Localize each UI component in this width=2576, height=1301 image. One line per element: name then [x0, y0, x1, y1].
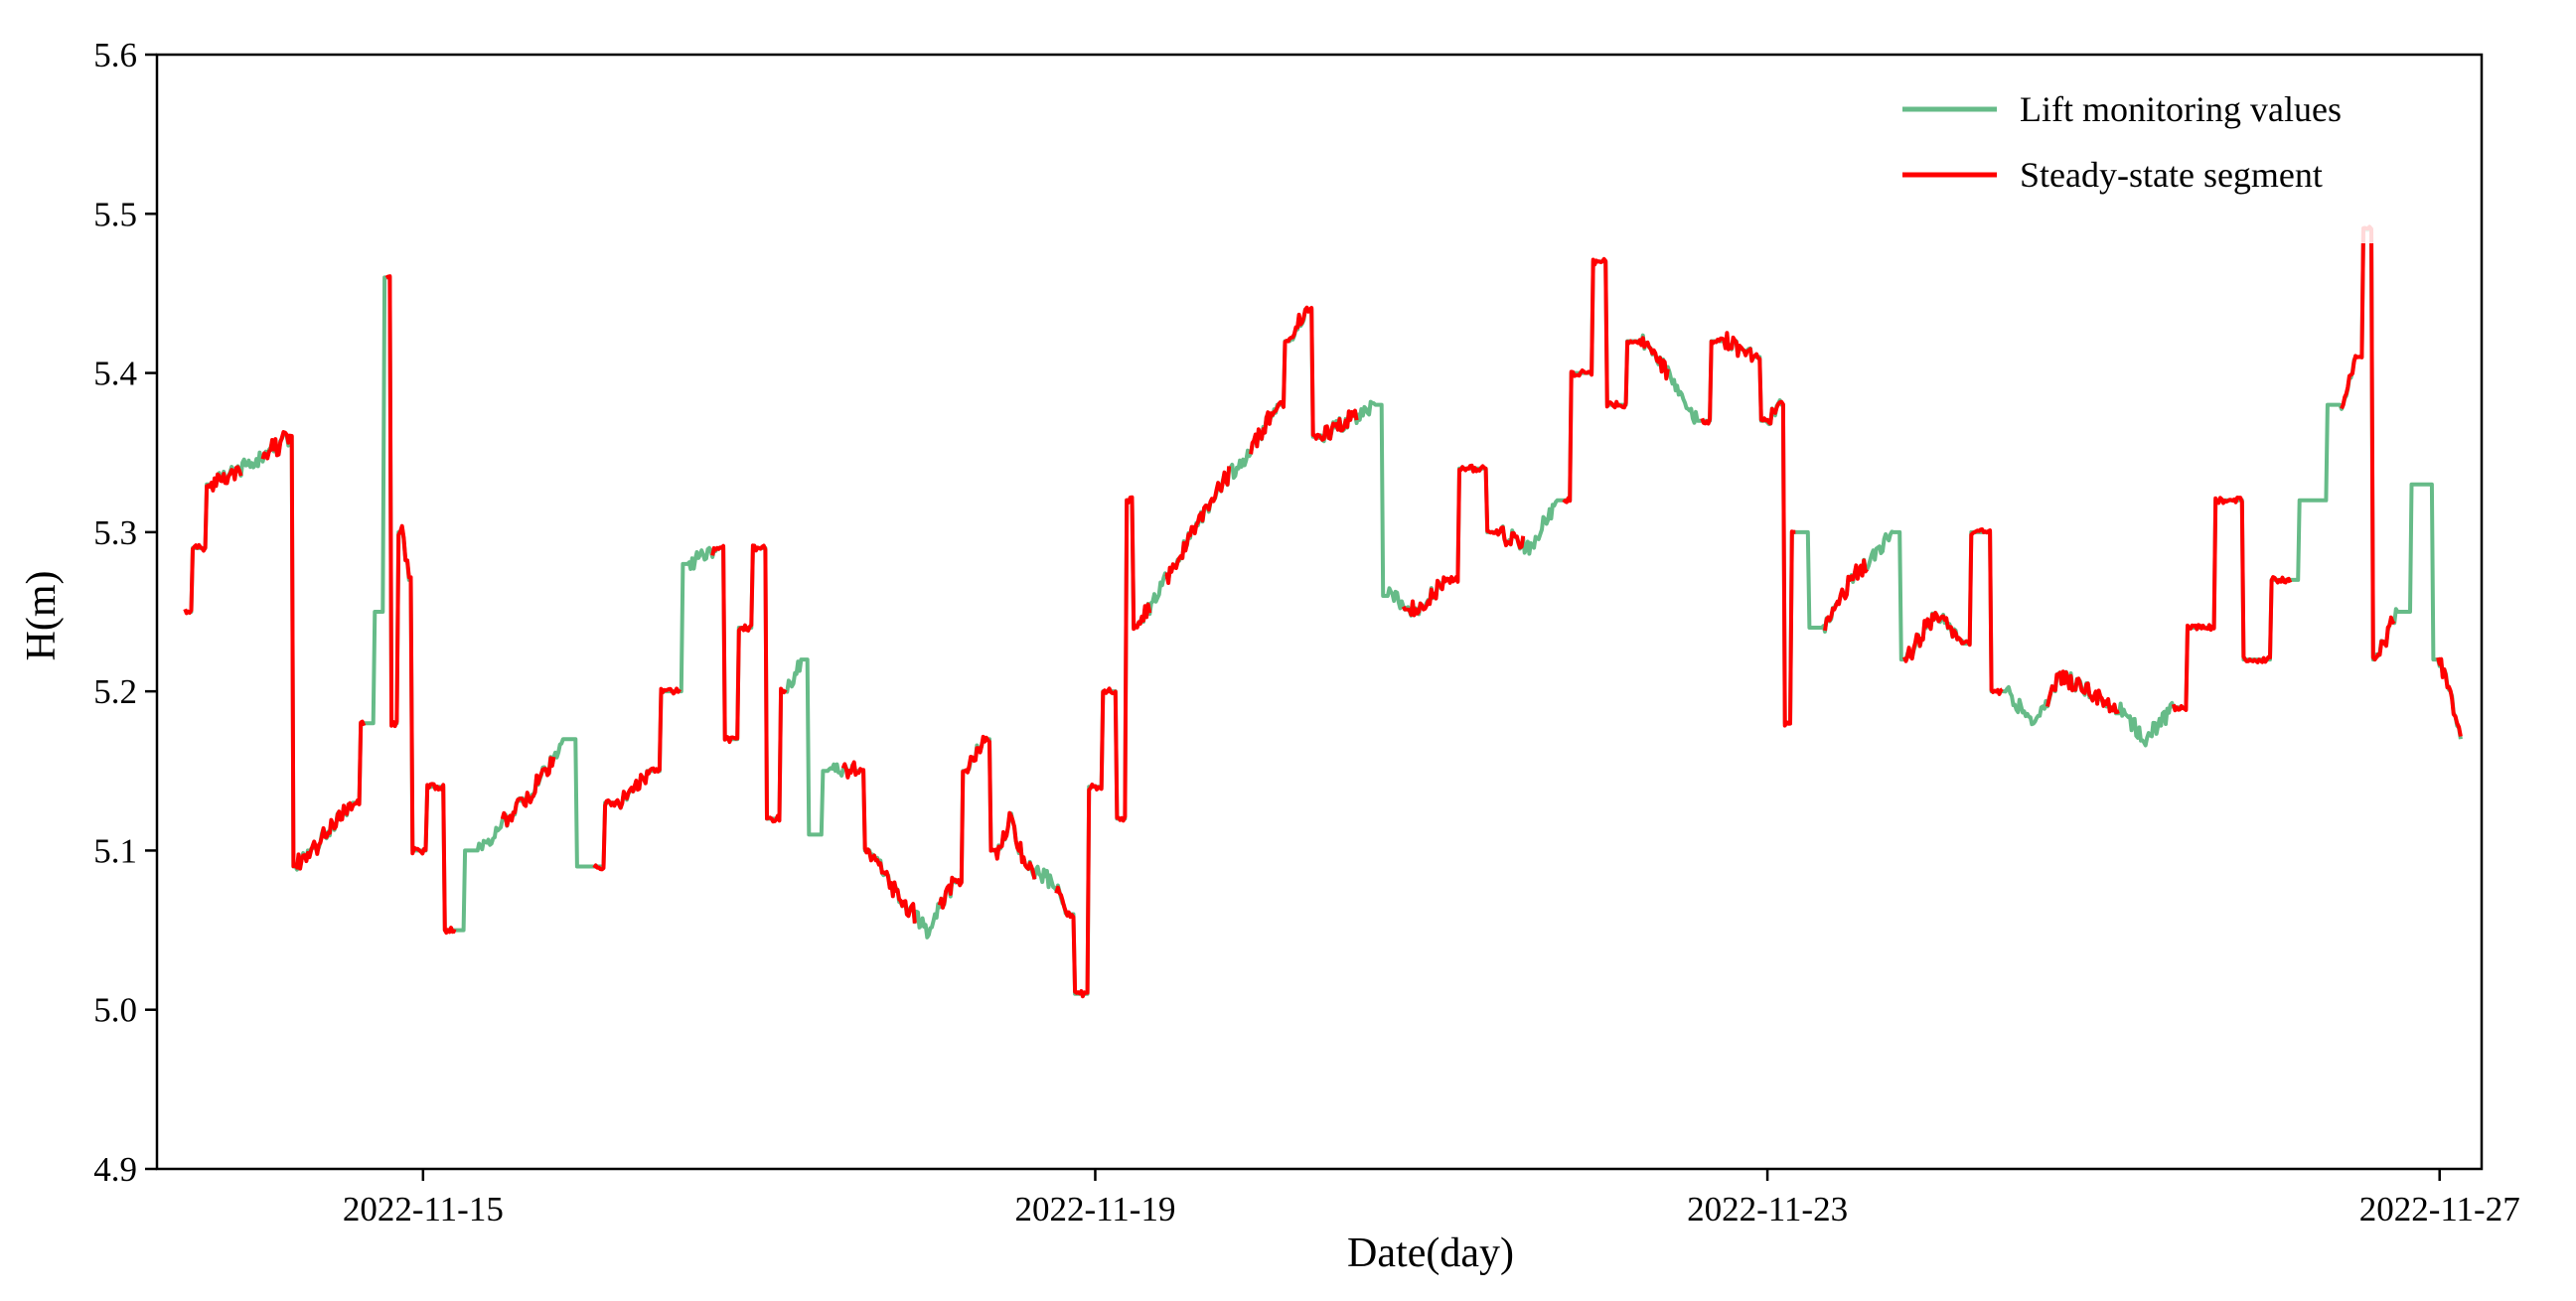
series-line-steady-state-segment	[1164, 466, 1232, 585]
series-line-steady-state-segment	[1054, 495, 1152, 999]
series-line-steady-state-segment	[710, 543, 788, 824]
series-line-steady-state-segment	[1823, 558, 1869, 632]
series-line-steady-state-segment	[840, 760, 917, 924]
y-axis-ticks: 4.9 5.0 5.1 5.2 5.3 5.4 5.5 5.6	[93, 36, 157, 1189]
y-tick-label: 5.3	[93, 513, 137, 552]
y-tick-label: 5.0	[93, 991, 137, 1030]
series-line-steady-state-segment	[2436, 656, 2463, 737]
y-axis-title: H(m)	[19, 571, 65, 661]
series-line-steady-state-segment	[2171, 496, 2293, 713]
y-tick-label: 5.4	[93, 355, 137, 393]
series-line-steady-state-segment	[384, 274, 457, 936]
series-line-steady-state-segment	[2046, 669, 2120, 714]
x-axis-ticks: 2022-11-15 2022-11-19 2022-11-23 2022-11-27	[343, 1169, 2520, 1229]
y-tick-label: 5.5	[93, 195, 137, 233]
series-line-steady-state-segment	[260, 430, 367, 871]
series-line-steady-state-segment	[1249, 305, 1359, 455]
legend-label-lift: Lift monitoring values	[2020, 89, 2342, 129]
y-tick-label: 4.9	[93, 1150, 137, 1189]
y-tick-label: 5.1	[93, 831, 137, 870]
series-line-steady-state-segment	[1401, 463, 1526, 618]
series-line-steady-state-segment	[183, 465, 243, 616]
series-line-steady-state-segment	[937, 734, 1037, 910]
x-tick-label: 2022-11-15	[343, 1190, 504, 1229]
x-axis-title: Date(day)	[1347, 1230, 1514, 1276]
x-tick-label: 2022-11-23	[1687, 1190, 1848, 1229]
x-tick-label: 2022-11-19	[1014, 1190, 1175, 1229]
series-line-steady-state-segment	[1902, 527, 2004, 696]
series-line-steady-state-segment	[592, 686, 682, 872]
y-tick-label: 5.6	[93, 36, 137, 74]
legend: Lift monitoring values Steady-state segm…	[1883, 79, 2469, 243]
series-line-steady-state-segment	[1562, 256, 1670, 505]
x-tick-label: 2022-11-27	[2359, 1190, 2520, 1229]
legend-label-steady: Steady-state segment	[2020, 155, 2323, 195]
y-tick-label: 5.2	[93, 672, 137, 711]
series-line-steady-state-segment	[1700, 331, 1796, 728]
series-line-steady-state-segment	[500, 756, 556, 828]
series-layer	[183, 224, 2463, 999]
